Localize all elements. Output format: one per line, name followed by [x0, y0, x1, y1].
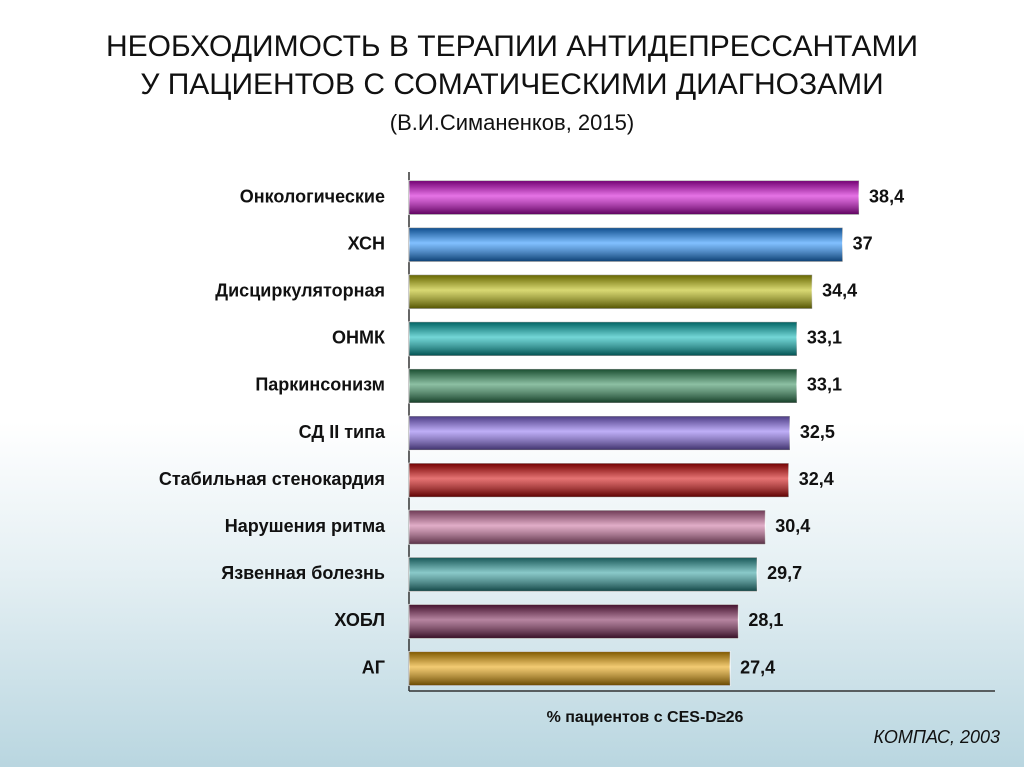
category-label: ХСН	[348, 233, 385, 253]
category-label: Онкологические	[240, 186, 385, 206]
bar	[408, 227, 844, 263]
chart-subtitle: (В.И.Симаненков, 2015)	[390, 110, 634, 135]
category-label: АГ	[362, 657, 385, 677]
value-label: 27,4	[740, 657, 775, 677]
category-label: Язвенная болезнь	[221, 563, 385, 583]
bar	[408, 509, 766, 545]
value-label: 29,7	[767, 563, 802, 583]
value-label: 37	[853, 233, 873, 253]
value-label: 33,1	[807, 375, 842, 395]
value-label: 34,4	[822, 281, 857, 301]
bar	[408, 462, 790, 498]
category-label: Стабильная стенокардия	[159, 469, 385, 489]
value-label: 32,5	[800, 422, 835, 442]
category-label: ОНМК	[332, 328, 386, 348]
x-axis-label: % пациентов с CES-D≥26	[547, 709, 744, 726]
bar	[408, 321, 798, 357]
bar	[408, 274, 813, 310]
category-label: Нарушения ритма	[225, 516, 386, 536]
chart-title: НЕОБХОДИМОСТЬ В ТЕРАПИИ АНТИДЕПРЕССАНТАМ…	[106, 30, 918, 63]
bar	[408, 603, 739, 639]
category-label: Дисциркуляторная	[215, 281, 385, 301]
value-label: 30,4	[775, 516, 810, 536]
bar	[408, 415, 791, 451]
bar	[408, 556, 758, 592]
bar	[408, 180, 860, 216]
chart-title: У ПАЦИЕНТОВ С СОМАТИЧЕСКИМИ ДИАГНОЗАМИ	[140, 68, 883, 101]
source: КОМПАС, 2003	[874, 727, 1000, 747]
bar	[408, 368, 798, 404]
category-label: Паркинсонизм	[255, 375, 385, 395]
value-label: 33,1	[807, 328, 842, 348]
category-label: СД II типа	[299, 422, 386, 442]
bar	[408, 651, 731, 687]
category-label: ХОБЛ	[334, 610, 385, 630]
value-label: 28,1	[748, 610, 783, 630]
value-label: 32,4	[799, 469, 834, 489]
value-label: 38,4	[869, 186, 904, 206]
